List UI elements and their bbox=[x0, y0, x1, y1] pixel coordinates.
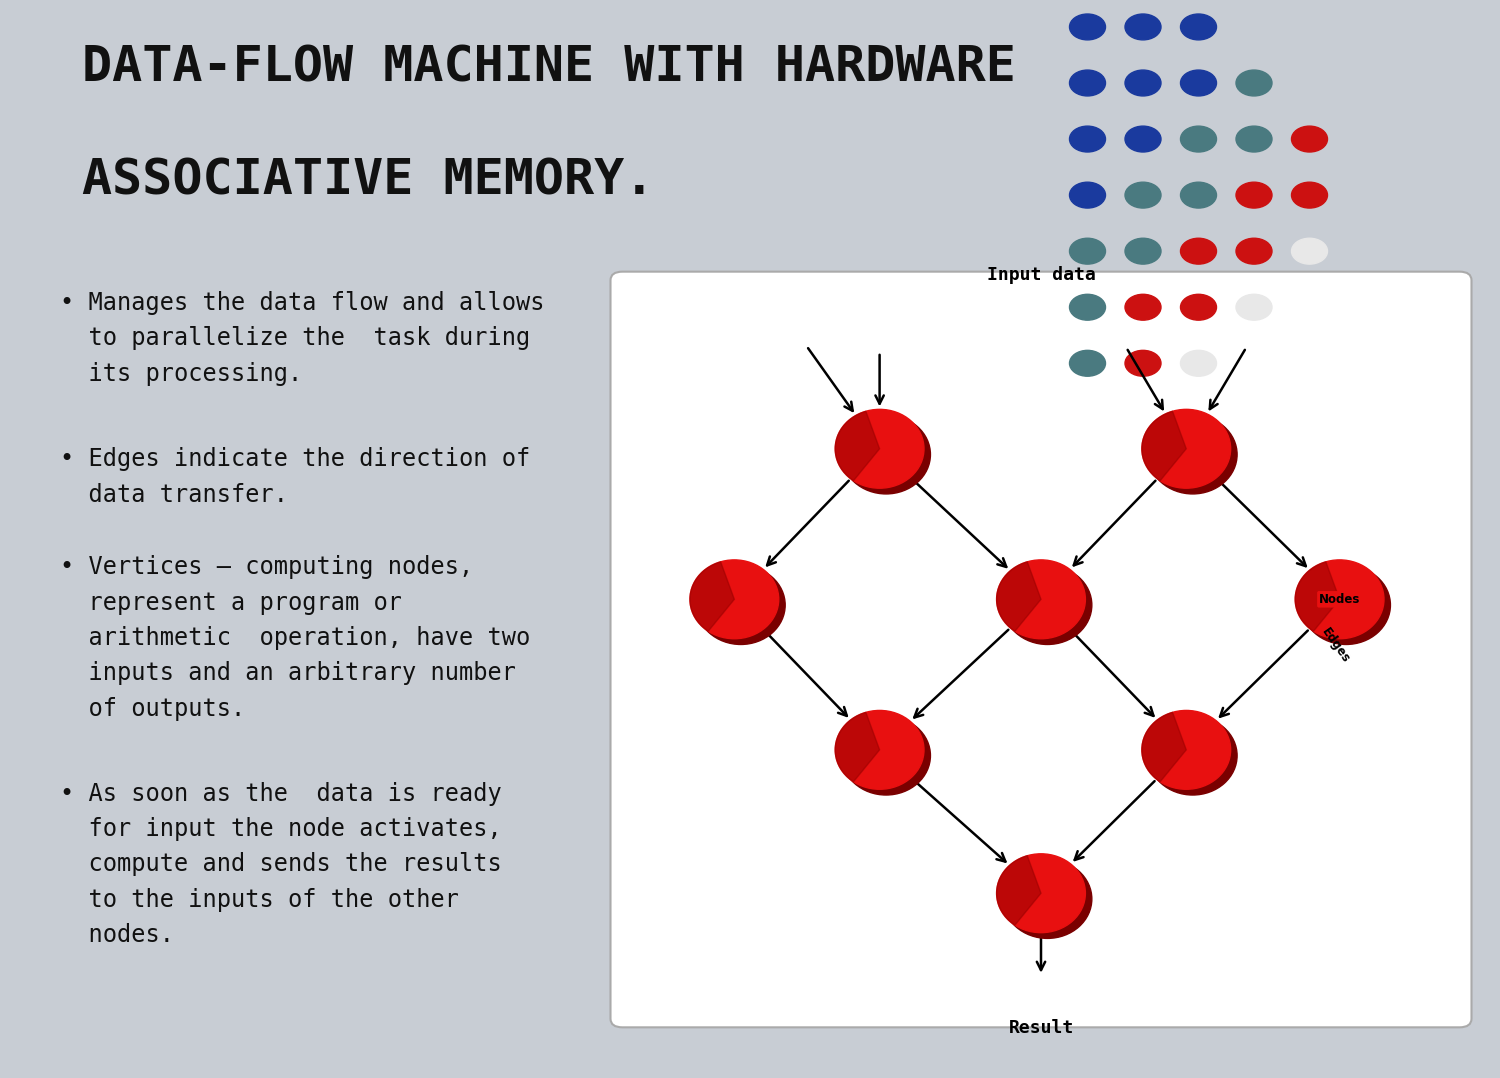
Polygon shape bbox=[1294, 562, 1340, 632]
Circle shape bbox=[1125, 294, 1161, 320]
Circle shape bbox=[1070, 238, 1106, 264]
Circle shape bbox=[1149, 415, 1238, 494]
Circle shape bbox=[1125, 70, 1161, 96]
Circle shape bbox=[1070, 14, 1106, 40]
Polygon shape bbox=[836, 713, 879, 782]
Circle shape bbox=[1070, 70, 1106, 96]
Circle shape bbox=[1236, 126, 1272, 152]
Circle shape bbox=[996, 854, 1086, 932]
Circle shape bbox=[1292, 238, 1328, 264]
FancyBboxPatch shape bbox=[610, 272, 1472, 1027]
Text: Input data: Input data bbox=[987, 266, 1095, 284]
Circle shape bbox=[1142, 710, 1230, 789]
Circle shape bbox=[842, 415, 930, 494]
Circle shape bbox=[836, 710, 924, 789]
Polygon shape bbox=[690, 562, 735, 632]
Circle shape bbox=[1292, 182, 1328, 208]
Circle shape bbox=[1125, 126, 1161, 152]
Circle shape bbox=[1292, 126, 1328, 152]
Circle shape bbox=[690, 559, 778, 639]
Text: DATA-FLOW MACHINE WITH HARDWARE: DATA-FLOW MACHINE WITH HARDWARE bbox=[82, 43, 1017, 92]
Circle shape bbox=[696, 566, 784, 645]
Circle shape bbox=[1180, 182, 1216, 208]
Circle shape bbox=[1070, 182, 1106, 208]
Circle shape bbox=[1236, 238, 1272, 264]
Circle shape bbox=[1125, 14, 1161, 40]
Circle shape bbox=[996, 559, 1086, 639]
Circle shape bbox=[1070, 350, 1106, 376]
Circle shape bbox=[1070, 294, 1106, 320]
Circle shape bbox=[1236, 294, 1272, 320]
Circle shape bbox=[836, 410, 924, 488]
Polygon shape bbox=[1142, 713, 1186, 782]
Circle shape bbox=[1149, 716, 1238, 794]
Polygon shape bbox=[996, 856, 1041, 925]
Polygon shape bbox=[836, 412, 879, 481]
Circle shape bbox=[1142, 410, 1230, 488]
Circle shape bbox=[1125, 350, 1161, 376]
Circle shape bbox=[1302, 566, 1390, 645]
Text: • As soon as the  data is ready
  for input the node activates,
  compute and se: • As soon as the data is ready for input… bbox=[60, 782, 501, 948]
Text: • Edges indicate the direction of
  data transfer.: • Edges indicate the direction of data t… bbox=[60, 447, 531, 507]
Text: • Vertices – computing nodes,
  represent a program or
  arithmetic  operation, : • Vertices – computing nodes, represent … bbox=[60, 555, 531, 721]
Circle shape bbox=[1236, 70, 1272, 96]
Circle shape bbox=[1180, 14, 1216, 40]
Text: Nodes: Nodes bbox=[1318, 593, 1360, 606]
Circle shape bbox=[1180, 70, 1216, 96]
Text: Edges: Edges bbox=[1318, 626, 1353, 666]
Circle shape bbox=[1070, 126, 1106, 152]
Text: Result: Result bbox=[1008, 1019, 1074, 1037]
Circle shape bbox=[842, 716, 930, 794]
Circle shape bbox=[1125, 238, 1161, 264]
Circle shape bbox=[1236, 182, 1272, 208]
Circle shape bbox=[1125, 182, 1161, 208]
Circle shape bbox=[1180, 238, 1216, 264]
Circle shape bbox=[1180, 126, 1216, 152]
Text: • Manages the data flow and allows
  to parallelize the  task during
  its proce: • Manages the data flow and allows to pa… bbox=[60, 291, 544, 386]
Circle shape bbox=[1004, 859, 1092, 938]
Circle shape bbox=[1294, 559, 1384, 639]
Circle shape bbox=[1180, 294, 1216, 320]
Circle shape bbox=[1004, 566, 1092, 645]
Circle shape bbox=[1180, 350, 1216, 376]
Polygon shape bbox=[996, 562, 1041, 632]
Polygon shape bbox=[1142, 412, 1186, 481]
Text: ASSOCIATIVE MEMORY.: ASSOCIATIVE MEMORY. bbox=[82, 156, 656, 205]
